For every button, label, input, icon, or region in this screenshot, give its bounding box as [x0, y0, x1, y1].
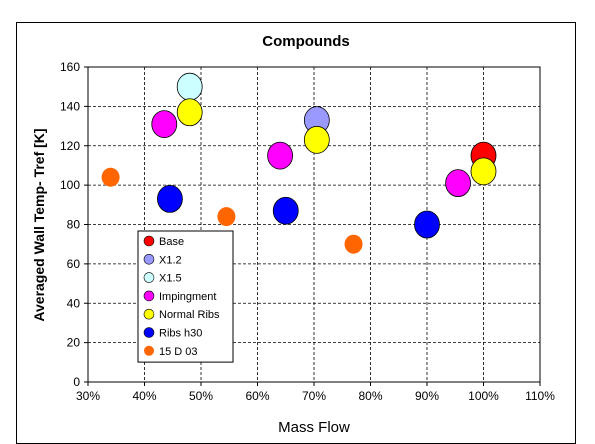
y-tick-label: 0: [73, 375, 80, 389]
x-tick-label: 70%: [302, 389, 326, 403]
x-tick-label: 50%: [189, 389, 213, 403]
data-point-normal-ribs: [303, 125, 330, 154]
x-tick-label: 30%: [76, 389, 100, 403]
legend-marker: [144, 345, 154, 356]
legend-marker: [143, 253, 155, 265]
data-point-ribs-h30: [157, 185, 183, 213]
data-points: [101, 72, 497, 254]
plot-area: [87, 66, 541, 383]
data-point-normal-ribs: [470, 157, 497, 186]
x-tick-label: 110%: [525, 389, 555, 403]
data-point-impingment: [445, 169, 471, 198]
legend-label: 15 D 03: [159, 346, 198, 358]
legend: Base X1.2 X1.5 Impingment Normal Ribs Ribs h3…: [137, 230, 234, 363]
y-tick-label: 120: [60, 139, 80, 153]
data-point-15-d-03: [101, 167, 120, 187]
x-tick-label: 90%: [415, 389, 439, 403]
legend-marker: [143, 308, 155, 320]
legend-label: Base: [159, 236, 184, 248]
x-axis-label: Mass Flow: [278, 419, 350, 436]
y-tick-label: 20: [67, 336, 81, 350]
legend-label: Normal Ribs: [159, 309, 220, 321]
legend-marker: [143, 272, 155, 283]
x-tick-label: 80%: [358, 389, 382, 403]
y-tick-label: 60: [67, 257, 81, 271]
data-point-15-d-03: [344, 234, 363, 254]
data-point-impingment: [151, 110, 178, 138]
legend-label: Ribs h30: [159, 328, 202, 340]
legend-label: Impingment: [159, 291, 216, 303]
chart-frame: [16, 22, 576, 444]
y-tick-label: 80: [67, 218, 81, 232]
data-point-ribs-h30: [414, 210, 440, 239]
x-tick-label: 60%: [245, 389, 269, 403]
chart-title: Compounds: [262, 33, 350, 50]
data-point-ribs-h30: [272, 196, 299, 225]
legend-label: X1.2: [159, 254, 182, 266]
y-tick-label: 140: [60, 99, 80, 113]
legend-marker: [143, 290, 155, 302]
x-tick-label: 40%: [132, 389, 156, 403]
y-tick-label: 160: [60, 60, 80, 74]
data-point-x1-5: [176, 72, 203, 101]
data-point-15-d-03: [217, 207, 236, 227]
data-point-impingment: [267, 141, 294, 170]
legend-marker: [143, 327, 155, 338]
y-tick-label: 40: [67, 296, 81, 310]
legend-marker: [143, 235, 155, 247]
legend-label: X1.5: [159, 273, 182, 285]
x-tick-label: 100%: [468, 389, 499, 403]
tick-labels: 30% 40% 50% 60% 70% 80% 90% 100% 110% 0 20 40 60 80 10…: [60, 60, 555, 403]
y-tick-label: 100: [60, 178, 80, 192]
y-axis-label: Averaged Wall Temp- Tref [K]: [31, 128, 47, 321]
data-point-normal-ribs: [176, 98, 203, 127]
